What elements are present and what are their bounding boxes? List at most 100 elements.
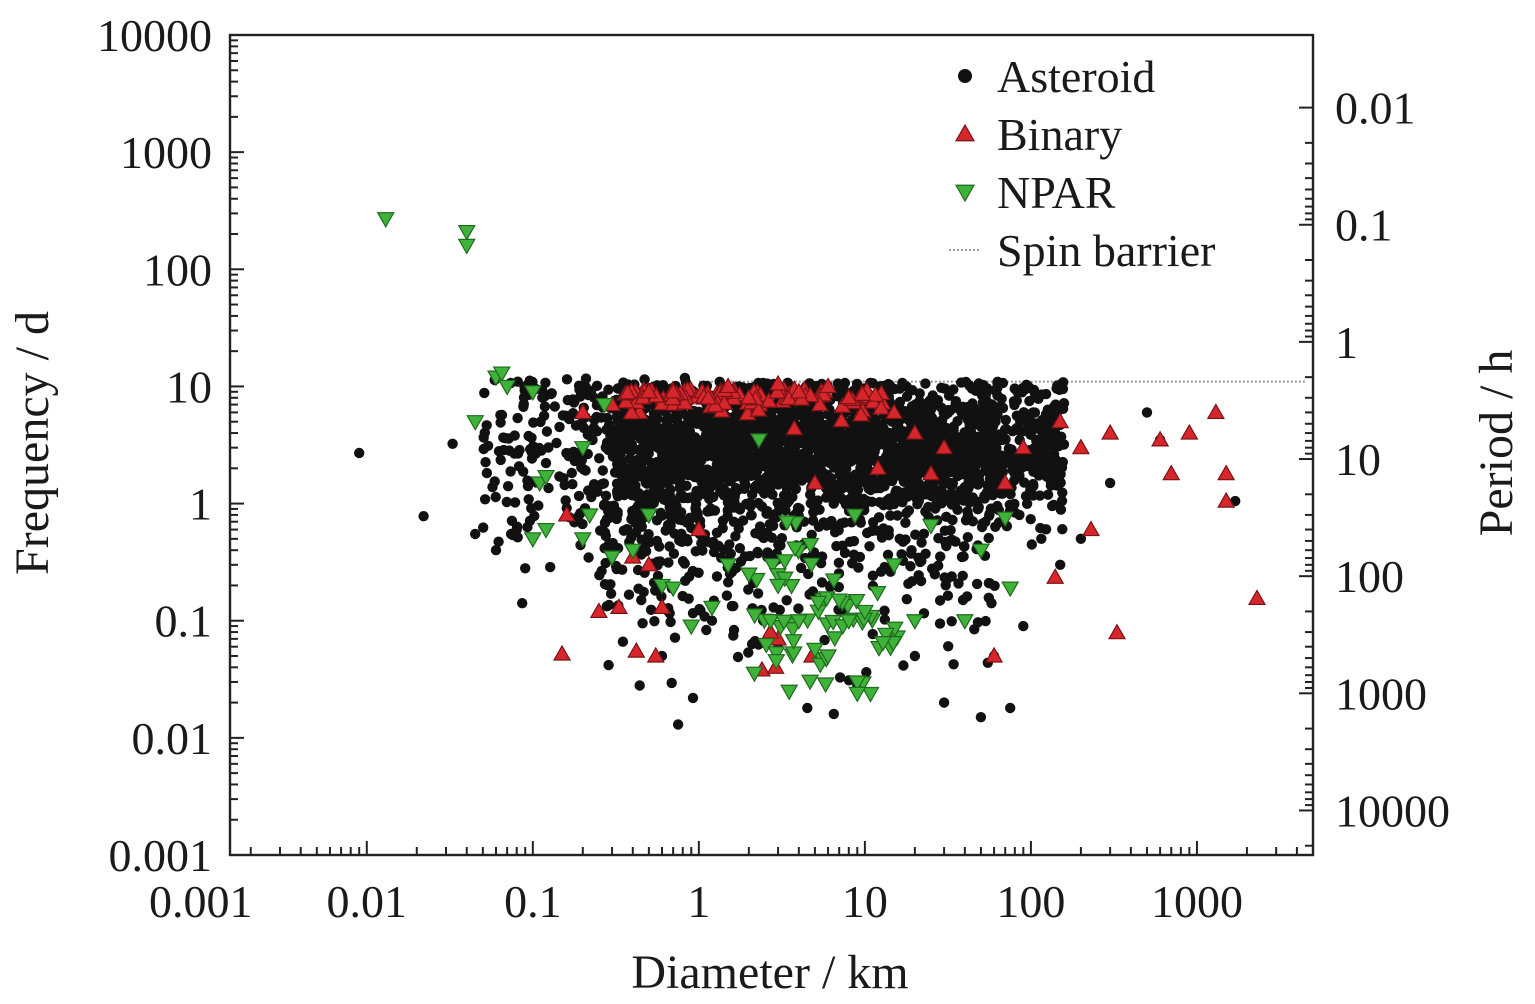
asteroid-point [524,515,536,526]
asteroid-point [879,605,890,616]
asteroid-point [967,492,978,503]
asteroid-point [1141,407,1153,418]
npar-point [639,508,658,525]
asteroid-point [566,467,577,479]
asteroid-point [614,425,625,436]
binary-point [832,411,851,428]
asteroid-point [1057,487,1068,498]
asteroid-point [594,453,605,464]
asteroid-point [947,534,958,546]
asteroid-point [652,570,664,582]
asteroid-point [874,419,885,431]
asteroid-point [603,659,614,671]
asteroid-point [945,525,956,536]
asteroid-point [728,516,740,527]
asteroid-point [933,560,944,571]
asteroid-point [884,499,895,511]
asteroid-point [660,525,671,536]
asteroid-point [753,377,764,389]
asteroid-point [1017,382,1029,394]
asteroid-point [640,546,652,557]
binary-point [935,438,954,455]
asteroid-point [676,536,688,547]
asteroid-point [583,552,594,563]
asteroid-point [825,485,836,497]
asteroid-point [712,434,723,446]
asteroid-point [958,551,969,562]
binary-point [1217,464,1236,481]
legend-item-binary: Binary [954,109,1122,160]
legend-npar-marker [954,184,976,203]
asteroid-point [943,641,954,652]
asteroid-point [546,388,557,399]
npar-point [769,578,788,595]
binary-point [985,646,1004,663]
npar-point [580,508,599,525]
asteroid-point [828,497,839,509]
asteroid-point [979,454,990,465]
asteroid-point [609,433,620,444]
y-tick-label: 0.001 [109,830,213,881]
npar-point [809,595,828,612]
binary-point [646,646,665,663]
asteroid-point [833,557,845,568]
asteroid-point [739,483,750,494]
asteroid-point [624,417,635,429]
asteroid-point [1014,411,1025,422]
asteroid-point [549,401,560,412]
asteroid-point [534,442,545,454]
binary-point [557,505,576,522]
asteroid-point [576,418,587,429]
npar-point [466,415,485,431]
asteroid-point [693,567,704,578]
asteroid-point [600,517,611,528]
asteroid-point [839,517,850,528]
asteroid-point [652,442,664,453]
asteroid-point [603,500,614,512]
asteroid-point [541,426,553,437]
npar-point [848,686,867,703]
asteroid-point [633,583,644,594]
binary-point [1217,491,1236,508]
asteroid-point [866,525,877,537]
binary-point [996,473,1015,490]
asteroid-point [511,524,522,535]
asteroid-point [928,478,939,489]
asteroid-point [679,558,690,569]
binary-point [853,385,872,402]
binary-point [1206,403,1225,420]
binary-point [868,459,888,475]
binary-point [1162,464,1181,481]
asteroid-point [765,482,776,494]
plot-area [354,212,1305,730]
asteroid-point [1048,431,1060,442]
asteroid-point [722,505,733,516]
asteroid-point [986,598,997,609]
asteroid-point [1024,395,1035,407]
asteroid-point [687,692,699,704]
asteroid-point [481,420,492,431]
asteroid-point [986,477,997,488]
asteroid-point [958,495,969,506]
npar-point [745,666,764,683]
asteroid-point [674,424,686,436]
legend-item-asteroid: Asteroid [958,51,1155,102]
asteroid-point [948,424,959,436]
asteroid-point [946,616,957,627]
asteroid-point [934,595,946,606]
asteroid-point [684,571,695,582]
asteroid-point [797,433,808,445]
asteroid-point [869,474,881,486]
y2-tick-label: 1000 [1335,668,1427,719]
asteroid-point [551,437,562,449]
asteroid-point [600,490,612,501]
asteroid-point [939,572,950,583]
asteroid-point [734,449,745,460]
asteroid-point [918,421,929,432]
asteroid-point [690,546,701,557]
asteroid-point [661,489,673,500]
asteroid-point [647,433,658,445]
asteroid-point [512,412,523,424]
npar-point [819,649,838,666]
asteroid-point [1037,422,1049,433]
